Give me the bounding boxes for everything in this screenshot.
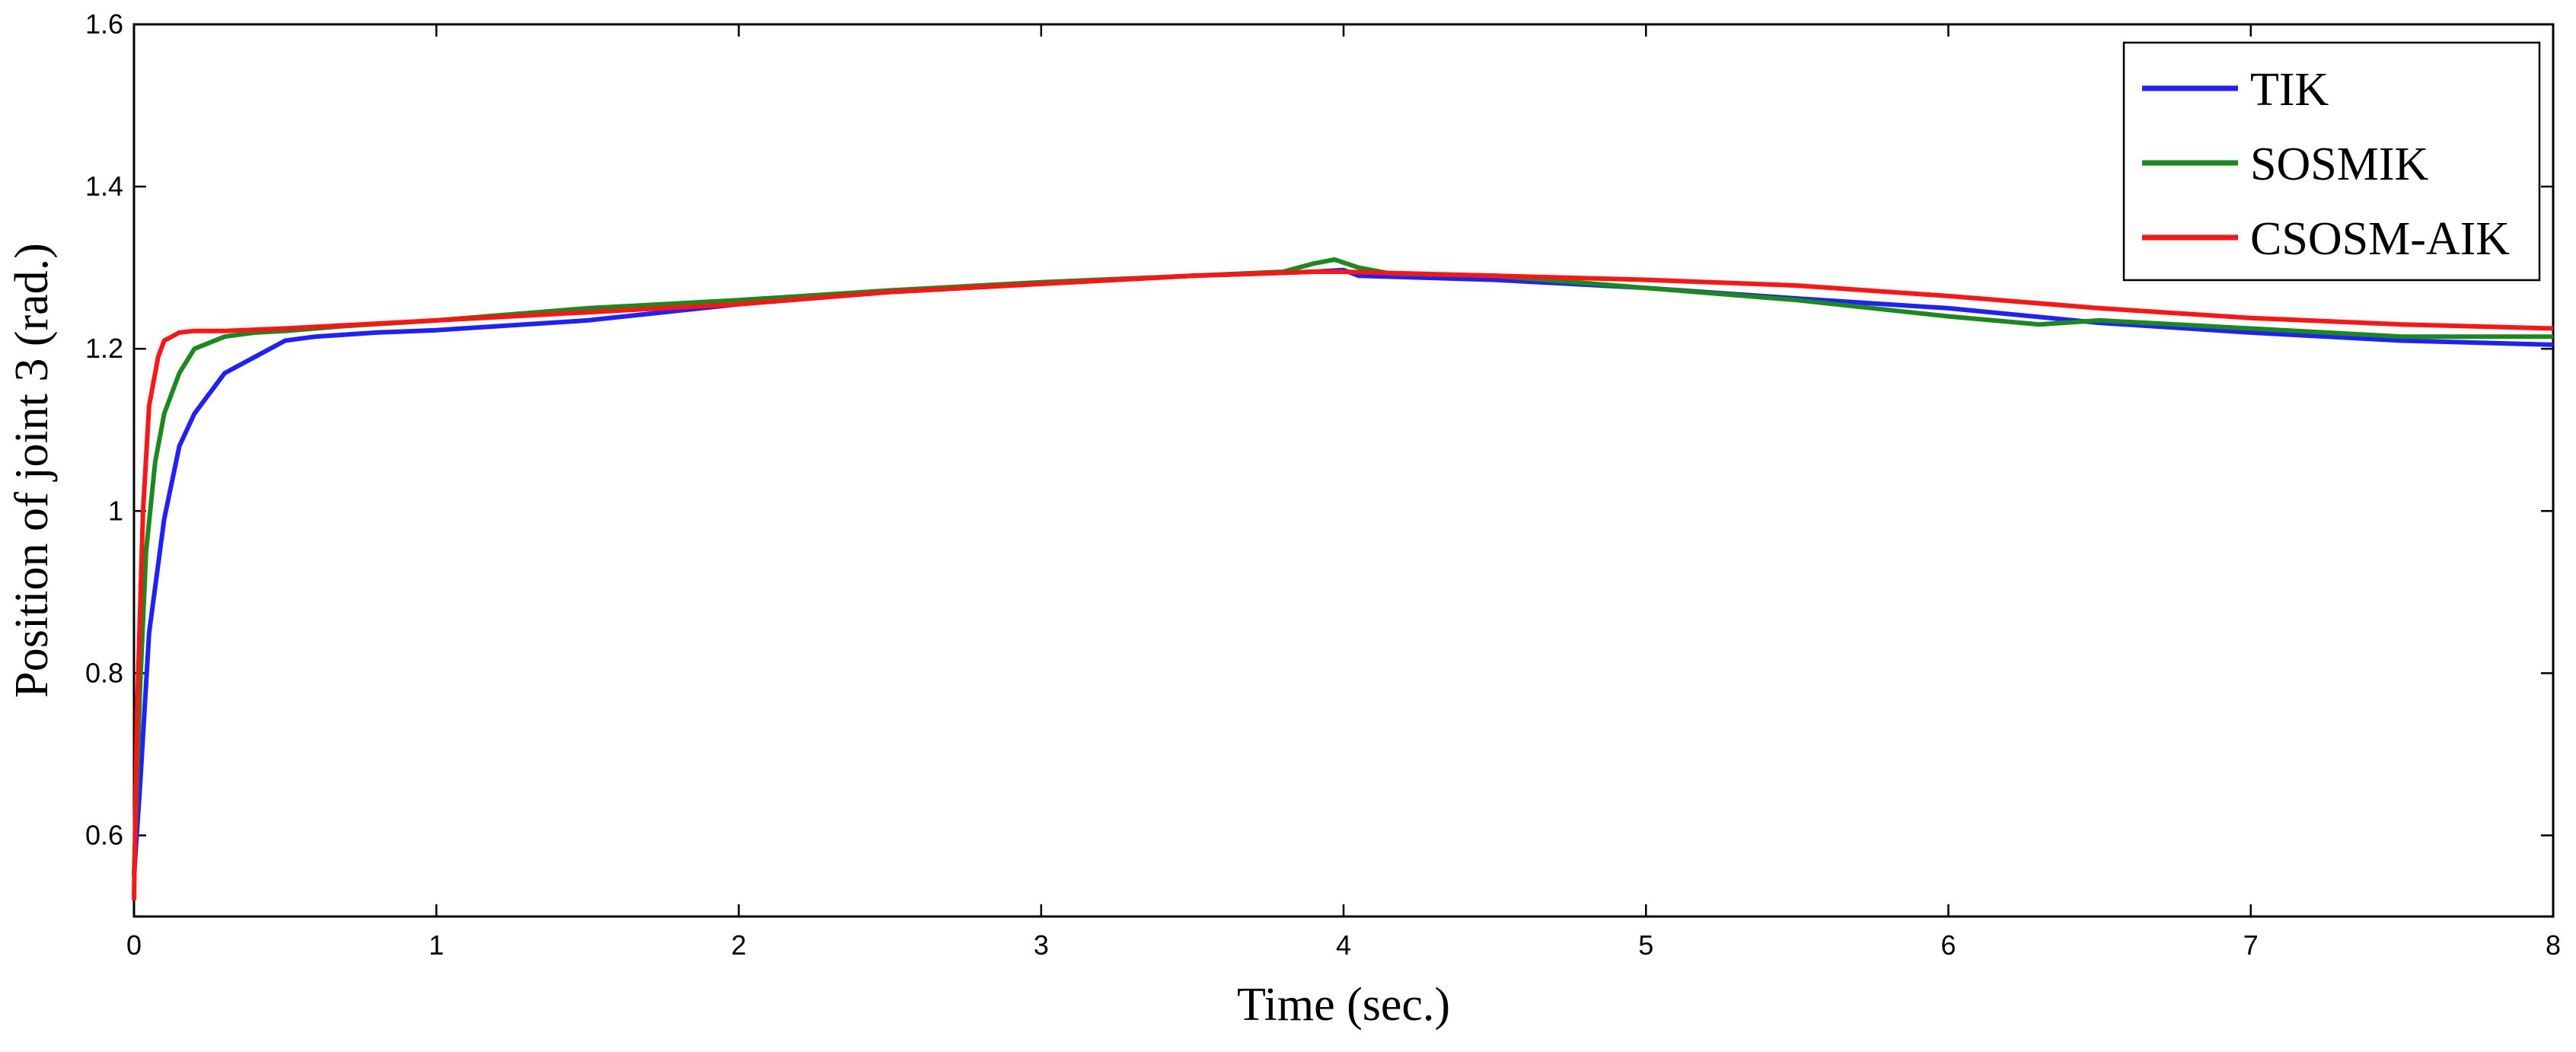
series-layer — [132, 257, 2554, 901]
x-tick-label: 3 — [1034, 929, 1049, 961]
x-axis-ticks: 0 1 2 3 4 5 6 7 8 — [126, 24, 2561, 961]
y-tick-label: 1.2 — [85, 333, 123, 364]
x-tick-label: 0 — [126, 929, 142, 961]
x-tick-label: 8 — [2546, 929, 2561, 961]
x-axis-label: Time (sec.) — [1237, 979, 1450, 1031]
y-tick-label: 1 — [108, 495, 123, 526]
legend-label: SOSMIK — [2250, 139, 2429, 190]
y-tick-label: 0.6 — [85, 819, 123, 850]
y-axis-label: Position of joint 3 (rad.) — [6, 243, 58, 698]
legend: TIK SOSMIK CSOSM-AIK — [2122, 41, 2541, 282]
x-tick-label: 5 — [1638, 929, 1653, 961]
x-tick-label: 2 — [731, 929, 746, 961]
y-tick-label: 0.8 — [85, 657, 123, 688]
y-tick-label: 1.6 — [85, 8, 123, 40]
legend-label: TIK — [2250, 64, 2329, 116]
y-tick-label: 1.4 — [85, 171, 123, 202]
x-tick-label: 6 — [1940, 929, 1956, 961]
legend-label: CSOSM-AIK — [2250, 213, 2510, 265]
x-tick-label: 4 — [1336, 929, 1351, 961]
series-line-csosm-aik — [132, 269, 2554, 901]
x-tick-label: 1 — [429, 929, 444, 961]
x-tick-label: 7 — [2243, 929, 2259, 961]
y-axis-ticks: 0.6 0.8 1 1.2 1.4 1.6 — [85, 8, 2553, 850]
